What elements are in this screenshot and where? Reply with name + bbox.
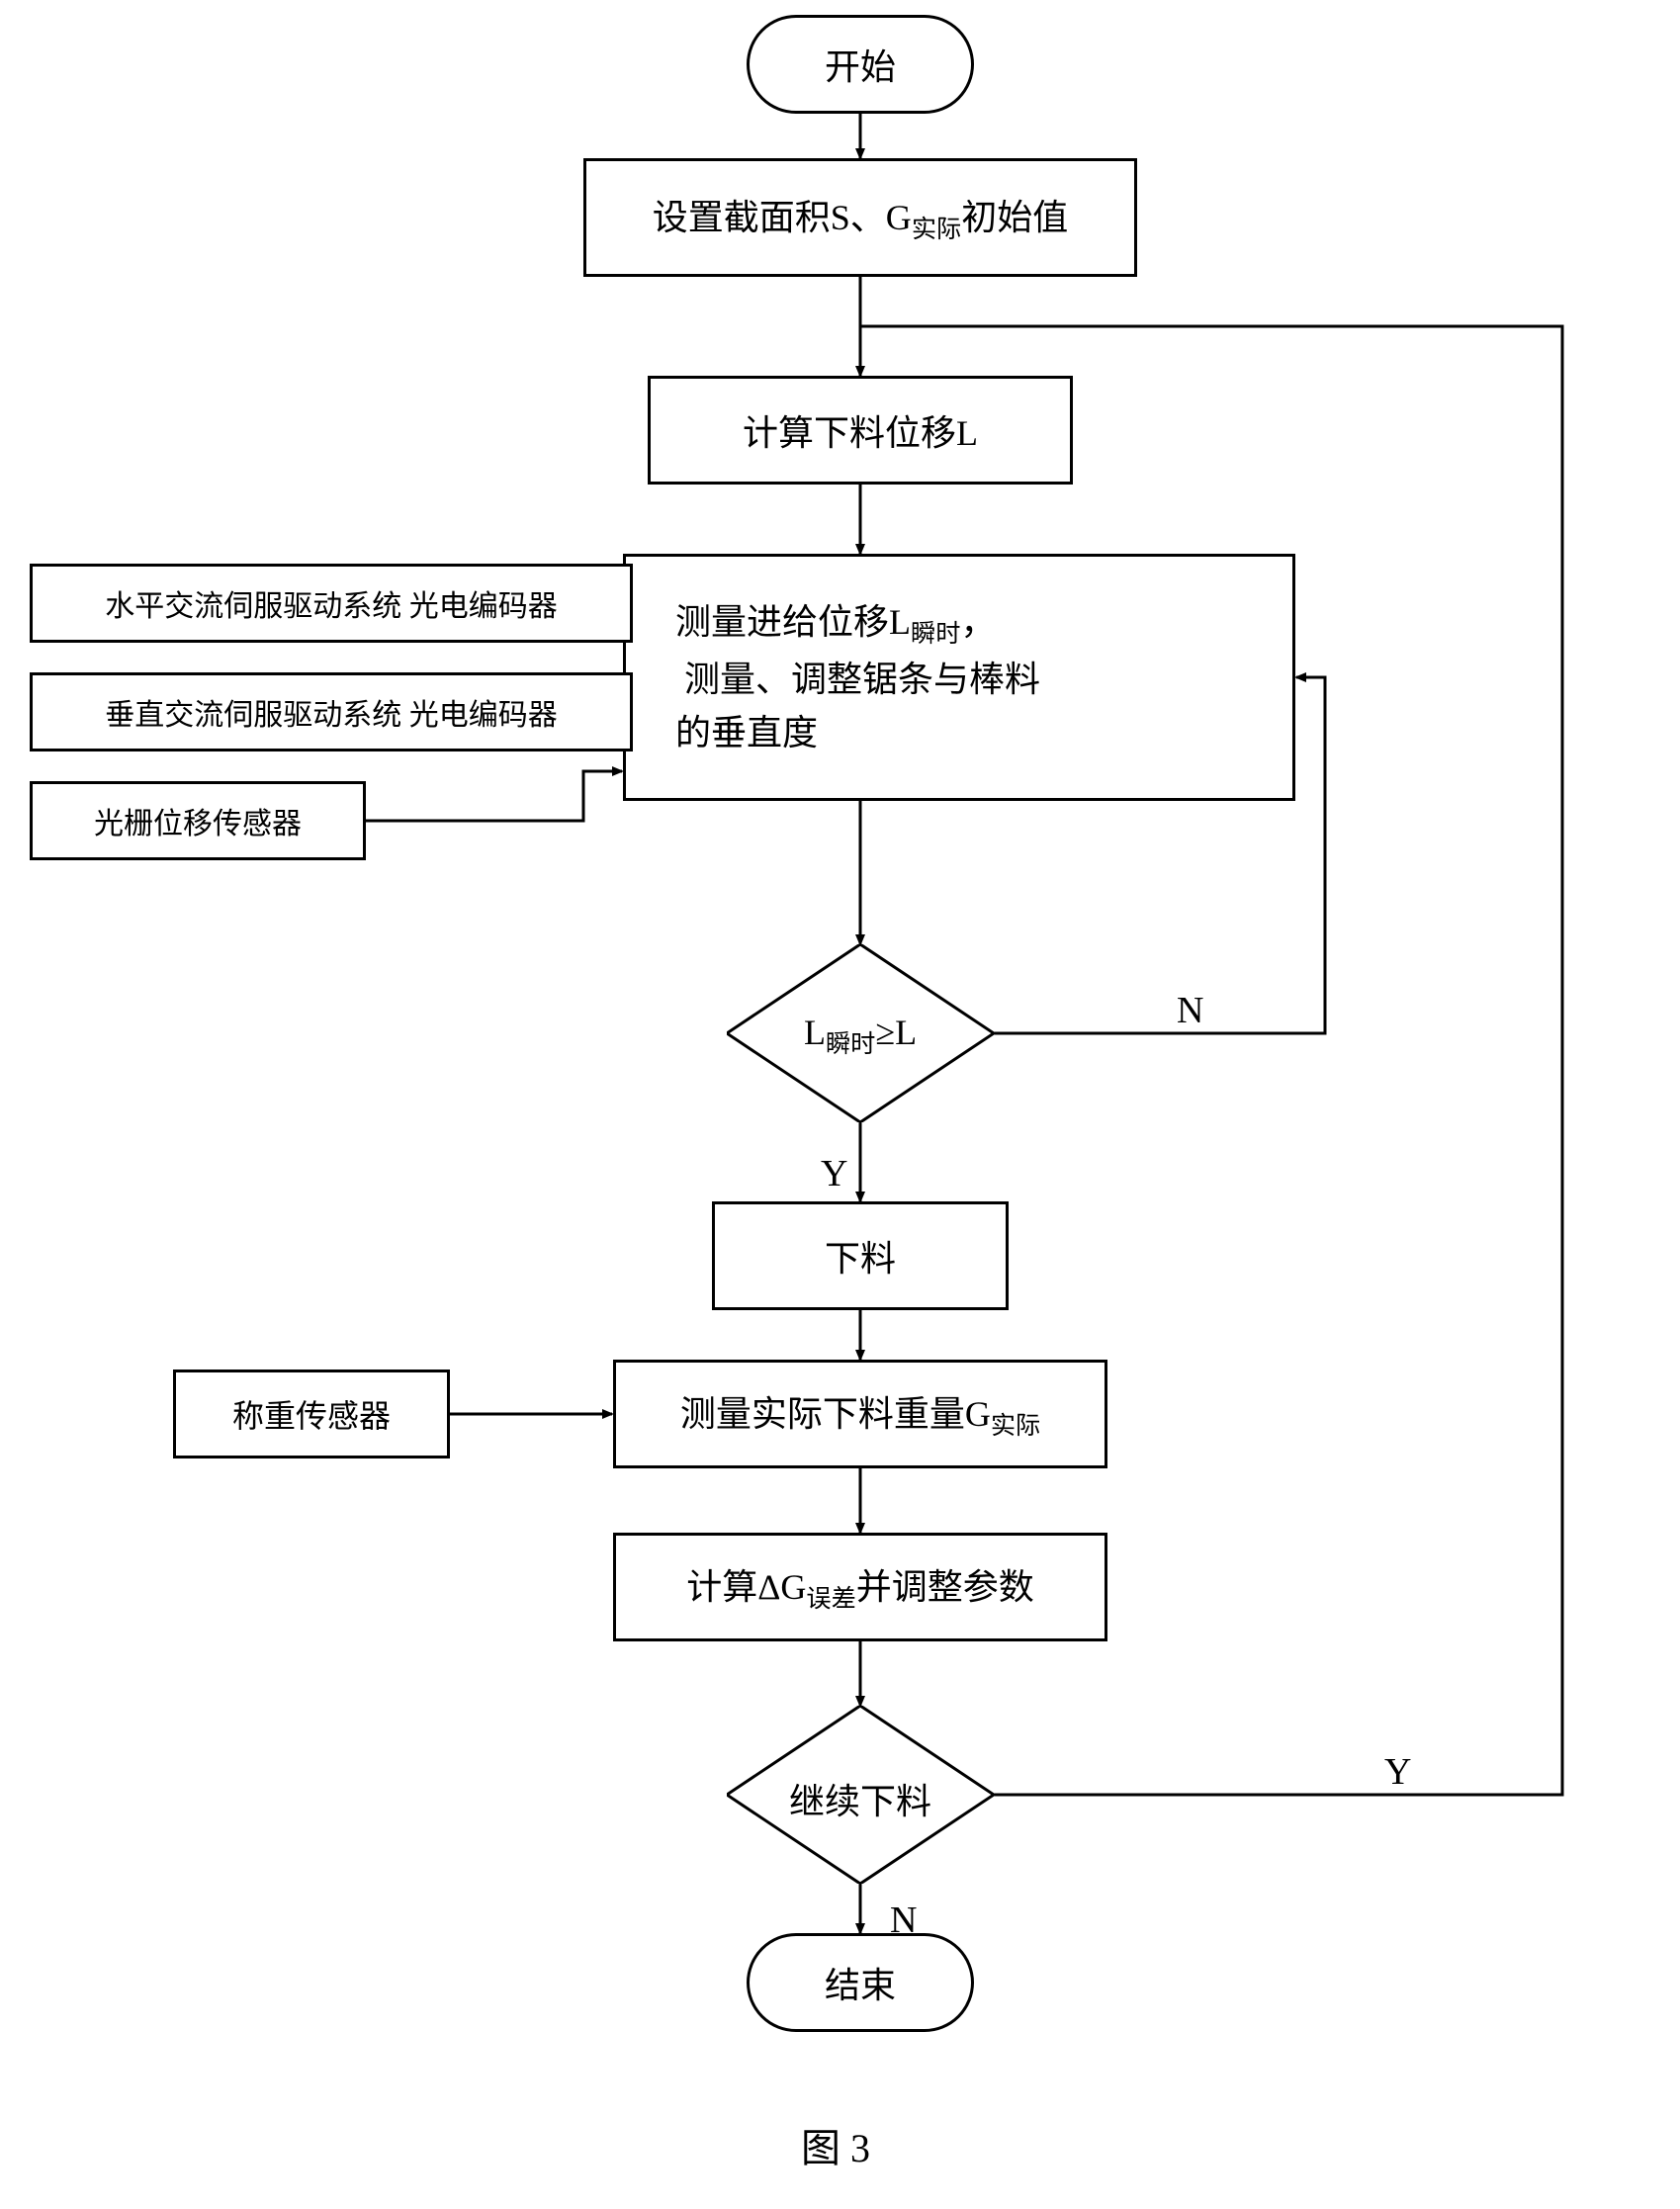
edge-label-dec2-end: N [890, 1899, 917, 1942]
process-weigh: 测量实际下料重量G实际 [613, 1360, 1107, 1468]
node-label-calcL: 计算下料位移L [743, 404, 978, 456]
node-label-side3: 光栅位移传感器 [94, 799, 302, 842]
figure-caption: 图 3 [801, 2116, 870, 2173]
decision-dec2: 继续下料 [727, 1706, 994, 1884]
process-side3: 光栅位移传感器 [30, 781, 366, 860]
process-cut: 下料 [712, 1201, 1009, 1310]
node-label-cut: 下料 [825, 1230, 896, 1281]
edge-label-dec2-calcL: Y [1384, 1750, 1411, 1794]
node-label-side4: 称重传感器 [232, 1391, 391, 1437]
node-label-end: 结束 [825, 1957, 896, 2008]
decision-label-dec2: 继续下料 [727, 1773, 994, 1824]
process-measure: 测量进给位移L瞬时， 测量、调整锯条与棒料的垂直度 [623, 554, 1295, 801]
process-adjust: 计算ΔG误差并调整参数 [613, 1533, 1107, 1641]
process-side4: 称重传感器 [173, 1370, 450, 1458]
process-init: 设置截面积S、G实际初始值 [583, 158, 1137, 277]
edge-label-dec1-cut: Y [821, 1152, 847, 1195]
node-label-side1: 水平交流伺服驱动系统 光电编码器 [105, 581, 558, 625]
process-side1: 水平交流伺服驱动系统 光电编码器 [30, 564, 633, 643]
edge-label-dec1-measure: N [1177, 989, 1203, 1032]
process-calcL: 计算下料位移L [648, 376, 1073, 485]
node-label-start: 开始 [825, 39, 896, 90]
terminator-start: 开始 [747, 15, 974, 114]
node-label-init: 设置截面积S、G实际初始值 [653, 189, 1068, 245]
node-label-weigh: 测量实际下料重量G实际 [680, 1385, 1040, 1442]
decision-label-dec1: L瞬时≥L [727, 1012, 994, 1060]
node-label-side2: 垂直交流伺服驱动系统 光电编码器 [105, 690, 558, 734]
process-side2: 垂直交流伺服驱动系统 光电编码器 [30, 672, 633, 751]
terminator-end: 结束 [747, 1933, 974, 2032]
decision-dec1: L瞬时≥L [727, 944, 994, 1122]
node-label-measure: 测量进给位移L瞬时， 测量、调整锯条与棒料的垂直度 [675, 595, 1040, 760]
node-label-adjust: 计算ΔG误差并调整参数 [686, 1558, 1034, 1615]
